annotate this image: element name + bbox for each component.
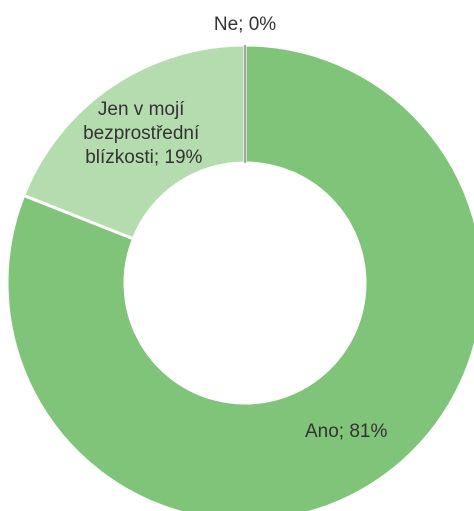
- donut-slice: [5, 43, 474, 511]
- data-label-line: bezprostřední: [83, 123, 204, 144]
- data-label-line: Jen v mojí: [98, 99, 190, 120]
- data-label: Jen v mojí bezprostřední blízkosti; 19%: [83, 99, 204, 168]
- donut-slice: [21, 43, 247, 241]
- data-label-line: Ne; 0%: [214, 14, 276, 35]
- data-label-line: Ano; 81%: [305, 421, 387, 442]
- data-label: Ano; 81%: [305, 421, 387, 442]
- data-label-line: blízkosti; 19%: [85, 147, 202, 168]
- data-label: Ne; 0%: [214, 14, 276, 35]
